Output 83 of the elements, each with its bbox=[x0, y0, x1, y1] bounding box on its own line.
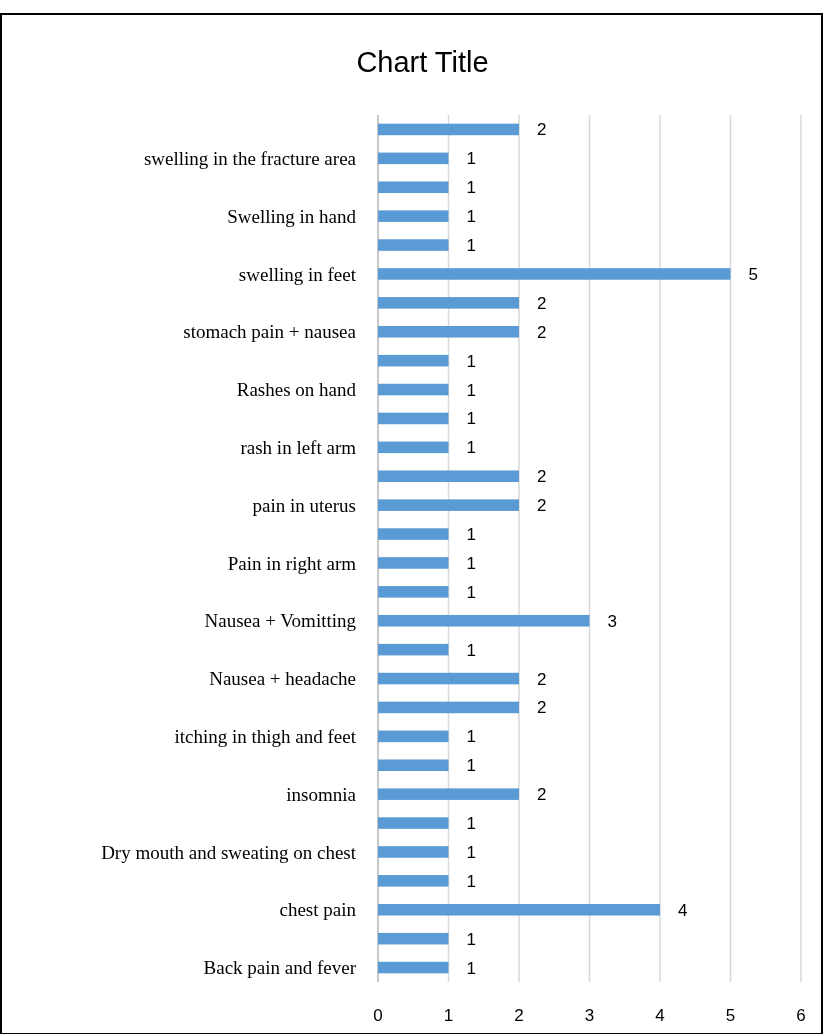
bar bbox=[378, 181, 449, 194]
data-label: 1 bbox=[466, 842, 476, 862]
data-label: 2 bbox=[537, 698, 547, 718]
bar bbox=[378, 701, 519, 714]
data-label: 4 bbox=[678, 900, 688, 920]
data-label: 1 bbox=[466, 871, 476, 891]
x-tick-label: 3 bbox=[584, 1005, 595, 1025]
bar bbox=[378, 383, 449, 396]
data-label: 1 bbox=[466, 178, 476, 198]
y-tick-label: Nausea + Vomitting bbox=[204, 610, 357, 632]
bar bbox=[378, 325, 519, 338]
y-tick-label: insomnia bbox=[286, 783, 357, 805]
y-tick-label: Swelling in hand bbox=[227, 205, 357, 227]
bar bbox=[378, 672, 519, 685]
data-label: 1 bbox=[466, 207, 476, 227]
y-tick-label: Pain in right arm bbox=[227, 552, 357, 574]
bar bbox=[378, 875, 449, 887]
y-tick-label: Nausea + headache bbox=[209, 668, 356, 690]
bar bbox=[378, 297, 519, 309]
x-tick-label: 2 bbox=[514, 1005, 524, 1025]
data-label: 1 bbox=[466, 236, 476, 255]
data-label: 2 bbox=[537, 322, 547, 342]
bar bbox=[378, 846, 449, 858]
data-label: 2 bbox=[537, 120, 547, 140]
y-tick-label: swelling in the fracture area bbox=[143, 148, 357, 169]
data-label: 1 bbox=[466, 438, 476, 458]
data-label: 2 bbox=[537, 669, 547, 689]
y-tick-label: Back pain and fever bbox=[203, 957, 357, 979]
data-label: 2 bbox=[537, 785, 547, 805]
data-label: 1 bbox=[466, 582, 476, 602]
bar bbox=[378, 268, 731, 280]
data-label: 2 bbox=[537, 467, 547, 487]
bar bbox=[378, 961, 449, 974]
bar bbox=[378, 759, 449, 772]
data-label: 1 bbox=[466, 409, 476, 429]
data-label: 1 bbox=[466, 756, 476, 776]
x-tick-label: 5 bbox=[725, 1005, 736, 1025]
data-label: 1 bbox=[466, 525, 476, 544]
y-tick-label: itching in thigh and feet bbox=[174, 726, 357, 747]
bar bbox=[378, 788, 519, 800]
bar bbox=[378, 123, 519, 136]
bar bbox=[378, 932, 449, 945]
y-tick-label: Dry mouth and sweating on chest bbox=[101, 841, 357, 863]
bar bbox=[378, 152, 449, 165]
bar bbox=[378, 557, 449, 569]
y-tick-label: chest pain bbox=[279, 899, 357, 921]
data-label: 1 bbox=[466, 727, 476, 747]
bar bbox=[378, 730, 449, 743]
x-tick-label: 1 bbox=[443, 1005, 454, 1025]
bar bbox=[378, 210, 449, 222]
data-label: 1 bbox=[466, 814, 476, 833]
data-label: 3 bbox=[607, 611, 617, 631]
data-label: 1 bbox=[466, 929, 476, 949]
bar bbox=[378, 354, 449, 367]
y-tick-label: pain in uterus bbox=[252, 494, 356, 516]
data-label: 1 bbox=[466, 351, 476, 371]
bar bbox=[378, 643, 449, 656]
y-tick-label: Rashes on hand bbox=[236, 379, 357, 401]
data-label: 1 bbox=[466, 380, 476, 400]
y-tick-label: swelling in feet bbox=[238, 263, 357, 285]
data-label: 2 bbox=[537, 496, 547, 516]
bar bbox=[378, 441, 449, 454]
bar bbox=[378, 412, 449, 425]
bar bbox=[378, 903, 660, 916]
bar bbox=[378, 499, 519, 511]
bar bbox=[378, 239, 449, 251]
data-label: 1 bbox=[466, 553, 476, 573]
data-label: 1 bbox=[466, 149, 476, 169]
x-tick-label: 4 bbox=[655, 1005, 665, 1025]
data-label: 5 bbox=[748, 264, 758, 284]
bar bbox=[378, 586, 449, 598]
bar bbox=[378, 614, 590, 627]
data-label: 1 bbox=[466, 958, 476, 978]
data-label: 2 bbox=[537, 293, 547, 313]
y-tick-label: rash in left arm bbox=[240, 437, 357, 458]
x-tick-label: 6 bbox=[796, 1005, 806, 1025]
y-tick-label: stomach pain + nausea bbox=[183, 321, 357, 343]
x-tick-label: 0 bbox=[373, 1005, 383, 1025]
bar bbox=[378, 528, 449, 540]
bar bbox=[378, 817, 449, 829]
bar bbox=[378, 470, 519, 483]
chart-title: Chart Title bbox=[356, 46, 489, 79]
data-label: 1 bbox=[466, 640, 476, 660]
